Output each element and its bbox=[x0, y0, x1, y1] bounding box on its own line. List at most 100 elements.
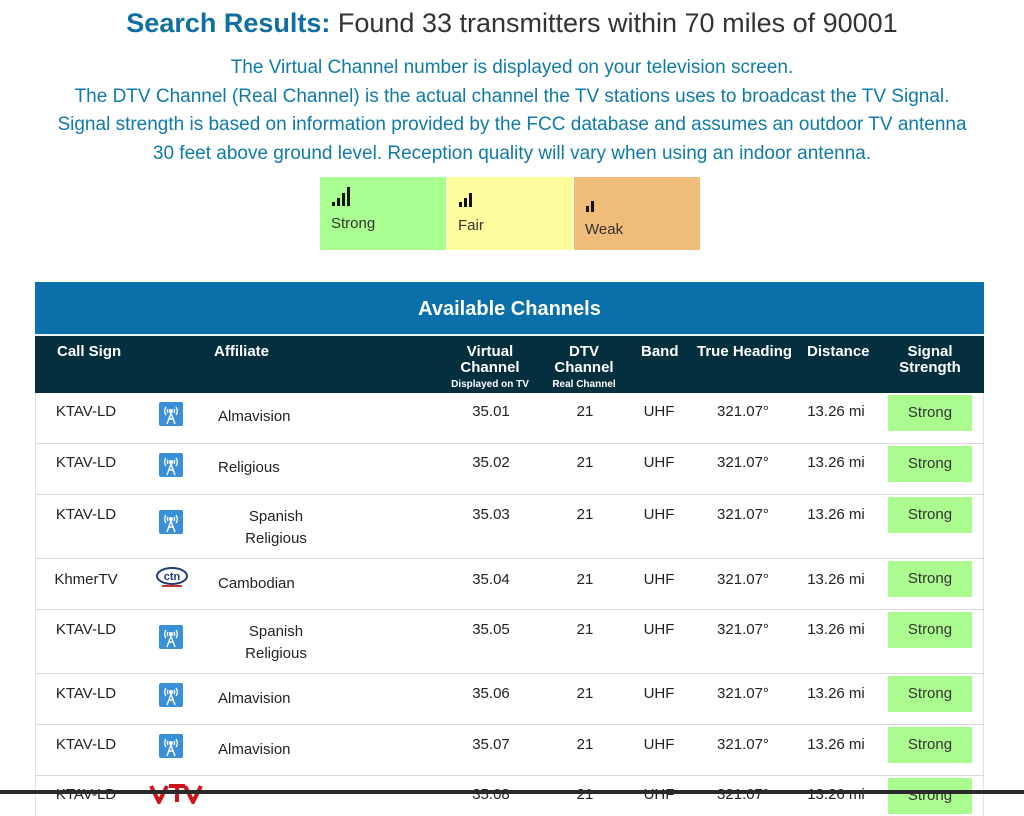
affiliate-line2: Religious bbox=[245, 645, 307, 662]
distance: 13.26 mi bbox=[807, 685, 865, 702]
virtual-channel: 35.03 bbox=[472, 506, 510, 523]
title-rest: Found 33 transmitters within 70 miles of… bbox=[330, 8, 898, 38]
col-signal-strength: Signal Strength bbox=[887, 344, 973, 376]
call-sign: KTAV-LD bbox=[55, 454, 117, 471]
affiliate: Almavision bbox=[218, 741, 291, 758]
band: UHF bbox=[643, 621, 675, 638]
signal-badge: Strong bbox=[888, 778, 972, 814]
call-sign: KTAV-LD bbox=[55, 736, 117, 753]
vtv-logo bbox=[149, 784, 203, 804]
true-heading: 321.07° bbox=[717, 506, 769, 523]
virtual-channel: 35.06 bbox=[472, 685, 510, 702]
affiliate: Cambodian bbox=[218, 575, 295, 592]
signal-badge: Strong bbox=[888, 676, 972, 712]
dtv-channel: 21 bbox=[576, 403, 594, 420]
intro-line: Signal strength is based on information … bbox=[57, 114, 967, 135]
band: UHF bbox=[643, 736, 675, 753]
page-title: Search Results: Found 33 transmitters wi… bbox=[0, 8, 1024, 39]
dtv-channel: 21 bbox=[576, 736, 594, 753]
col-dtv-sub: Real Channel bbox=[552, 379, 616, 390]
affiliate: Spanish Religious bbox=[216, 621, 336, 665]
col-affiliate: Affiliate bbox=[214, 343, 270, 360]
col-true-heading: True Heading bbox=[697, 343, 793, 360]
signal-badge: Strong bbox=[888, 612, 972, 648]
virtual-channel: 35.05 bbox=[472, 621, 510, 638]
true-heading: 321.07° bbox=[717, 736, 769, 753]
affiliate: Religious bbox=[218, 459, 280, 476]
col-dtv-channel: DTV Channel Real Channel bbox=[539, 344, 629, 391]
legend-weak: Weak bbox=[574, 177, 701, 250]
affiliate: Spanish Religious bbox=[216, 506, 336, 550]
table-row[interactable]: KTAV-LD Religious 35.02 21 UHF 321.07° 1… bbox=[35, 444, 984, 495]
title-strong: Search Results: bbox=[126, 8, 331, 38]
true-heading: 321.07° bbox=[717, 685, 769, 702]
dtv-channel: 21 bbox=[576, 685, 594, 702]
dtv-channel: 21 bbox=[576, 571, 594, 588]
affiliate-line1: Spanish bbox=[248, 508, 304, 525]
band: UHF bbox=[643, 506, 675, 523]
signal-weak-icon bbox=[586, 201, 594, 212]
dtv-channel: 21 bbox=[576, 786, 594, 803]
distance: 13.26 mi bbox=[807, 786, 865, 803]
intro-line: The DTV Channel (Real Channel) is the ac… bbox=[74, 85, 950, 107]
signal-fair-icon bbox=[459, 193, 472, 207]
tower-icon bbox=[159, 453, 183, 477]
table-row[interactable]: KTAV-LD Spanish Religious 35.05 21 UHF 32… bbox=[35, 610, 984, 674]
col-virtual-line2: Channel bbox=[460, 359, 520, 376]
call-sign: KhmerTV bbox=[54, 571, 118, 588]
table-header: Call Sign Affiliate Virtual Channel Disp… bbox=[35, 336, 984, 393]
table-row[interactable]: KTAV-LD Almavision 35.01 21 UHF 321.07° … bbox=[35, 393, 984, 444]
band: UHF bbox=[643, 454, 675, 471]
col-distance: Distance bbox=[807, 343, 870, 360]
signal-legend: Strong Fair Weak bbox=[320, 177, 701, 250]
col-virtual-channel: Virtual Channel Displayed on TV bbox=[445, 344, 535, 391]
true-heading: 321.07° bbox=[717, 786, 769, 803]
dtv-channel: 21 bbox=[576, 621, 594, 638]
virtual-channel: 35.01 bbox=[472, 403, 510, 420]
signal-badge: Strong bbox=[888, 446, 972, 482]
intro-text: The Virtual Channel number is displayed … bbox=[20, 54, 1004, 168]
col-virtual-line1: Virtual bbox=[466, 343, 514, 360]
intro-line: 30 feet above ground level. Reception qu… bbox=[152, 142, 872, 164]
true-heading: 321.07° bbox=[717, 571, 769, 588]
channels-table: Available Channels Call Sign Affiliate V… bbox=[35, 282, 984, 816]
virtual-channel: 35.02 bbox=[472, 454, 510, 471]
tower-icon bbox=[159, 625, 183, 649]
signal-badge: Strong bbox=[888, 395, 972, 431]
call-sign: KTAV-LD bbox=[55, 403, 117, 420]
bottom-edge-bar bbox=[0, 790, 1024, 794]
true-heading: 321.07° bbox=[717, 621, 769, 638]
band: UHF bbox=[643, 786, 675, 803]
dtv-channel: 21 bbox=[576, 506, 594, 523]
distance: 13.26 mi bbox=[807, 403, 865, 420]
distance: 13.26 mi bbox=[807, 454, 865, 471]
table-row[interactable]: KTAV-LD Almavision 35.06 21 UHF 321.07° … bbox=[35, 674, 984, 725]
tower-icon bbox=[159, 683, 183, 707]
distance: 13.26 mi bbox=[807, 506, 865, 523]
legend-label: Fair bbox=[458, 217, 484, 234]
band: UHF bbox=[643, 571, 675, 588]
legend-fair: Fair bbox=[447, 177, 574, 250]
virtual-channel: 35.07 bbox=[472, 736, 510, 753]
band: UHF bbox=[643, 685, 675, 702]
true-heading: 321.07° bbox=[717, 454, 769, 471]
dtv-channel: 21 bbox=[576, 454, 594, 471]
tower-icon bbox=[159, 402, 183, 426]
tower-icon bbox=[159, 510, 183, 534]
virtual-channel: 35.04 bbox=[472, 571, 510, 588]
distance: 13.26 mi bbox=[807, 736, 865, 753]
table-row[interactable]: KhmerTV ctn Cambodian 35.04 21 UHF 321.0… bbox=[35, 559, 984, 610]
signal-strong-icon bbox=[332, 187, 350, 206]
table-row[interactable]: KTAV-LD 35.08 21 UHF 321.07° 13.26 mi St… bbox=[35, 776, 984, 816]
svg-text:ctn: ctn bbox=[164, 571, 181, 583]
affiliate-line1: Spanish bbox=[248, 623, 304, 640]
virtual-channel: 35.08 bbox=[472, 786, 510, 803]
band: UHF bbox=[643, 403, 675, 420]
table-row[interactable]: KTAV-LD Spanish Religious 35.03 21 UHF 32… bbox=[35, 495, 984, 559]
legend-label: Strong bbox=[331, 215, 376, 232]
ctn-logo: ctn bbox=[156, 567, 188, 587]
call-sign: KTAV-LD bbox=[55, 506, 117, 523]
table-row[interactable]: KTAV-LD Almavision 35.07 21 UHF 321.07° … bbox=[35, 725, 984, 776]
col-signal-line2: Strength bbox=[899, 359, 961, 376]
signal-badge: Strong bbox=[888, 561, 972, 597]
